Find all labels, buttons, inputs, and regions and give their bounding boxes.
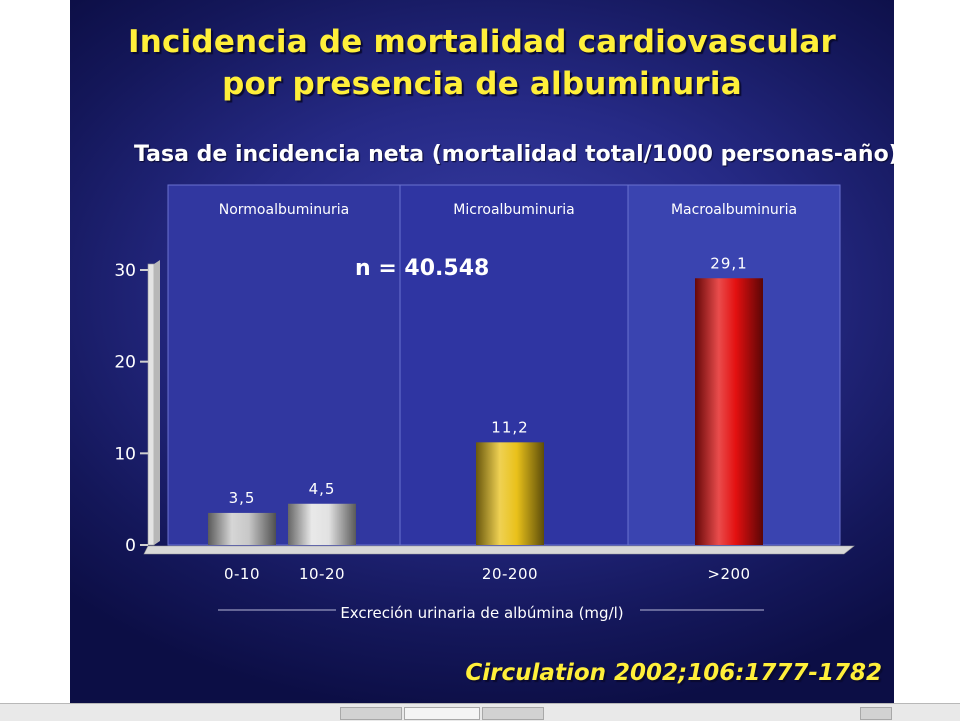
y-axis-wall — [147, 263, 155, 546]
slide-title-line-1: Incidencia de mortalidad cardiovascular — [128, 24, 836, 60]
x-axis-title: Excreción urinaria de albúmina (mg/l) — [340, 604, 623, 622]
bar-value-label: 3,5 — [229, 489, 256, 507]
x-tick-label: 10-20 — [299, 565, 345, 583]
group-label: Normoalbuminuria — [219, 202, 349, 218]
status-bar-segment — [340, 707, 402, 720]
slide: Incidencia de mortalidad cardiovascular … — [70, 0, 894, 703]
group-panel-1 — [167, 184, 401, 546]
status-bar-segment — [482, 707, 544, 720]
y-tick-label: 30 — [114, 261, 136, 281]
chart-floor — [143, 545, 855, 555]
chart-subtitle: Tasa de incidencia neta (mortalidad tota… — [134, 142, 894, 167]
bar-chart: Normoalbuminuria Microalbuminuria Macroalb… — [114, 184, 855, 622]
x-tick-label: >200 — [707, 565, 750, 583]
y-axis-wall-side — [154, 260, 160, 545]
group-label: Microalbuminuria — [453, 202, 574, 218]
bar-value-label: 29,1 — [710, 254, 747, 272]
bar-10-20 — [288, 503, 356, 545]
y-tick-label: 20 — [114, 353, 136, 373]
bar-value-label: 4,5 — [309, 480, 336, 498]
bar->200 — [695, 278, 763, 545]
y-tick-label: 10 — [114, 444, 136, 464]
window-status-bar — [0, 703, 960, 721]
group-label: Macroalbuminuria — [671, 202, 797, 218]
x-tick-label: 0-10 — [224, 565, 260, 583]
slide-title-line-2: por presencia de albuminuria — [222, 66, 742, 102]
status-bar-segment — [860, 707, 892, 720]
citation: Circulation 2002;106:1777-1782 — [465, 660, 882, 686]
status-bar-segment — [404, 707, 480, 720]
sample-size-annotation: n = 40.548 — [355, 256, 489, 281]
x-tick-label: 20-200 — [482, 565, 538, 583]
bar-20-200 — [476, 442, 544, 545]
bar-value-label: 11,2 — [491, 418, 528, 436]
y-tick-label: 0 — [125, 536, 136, 556]
bar-0-10 — [208, 512, 276, 545]
